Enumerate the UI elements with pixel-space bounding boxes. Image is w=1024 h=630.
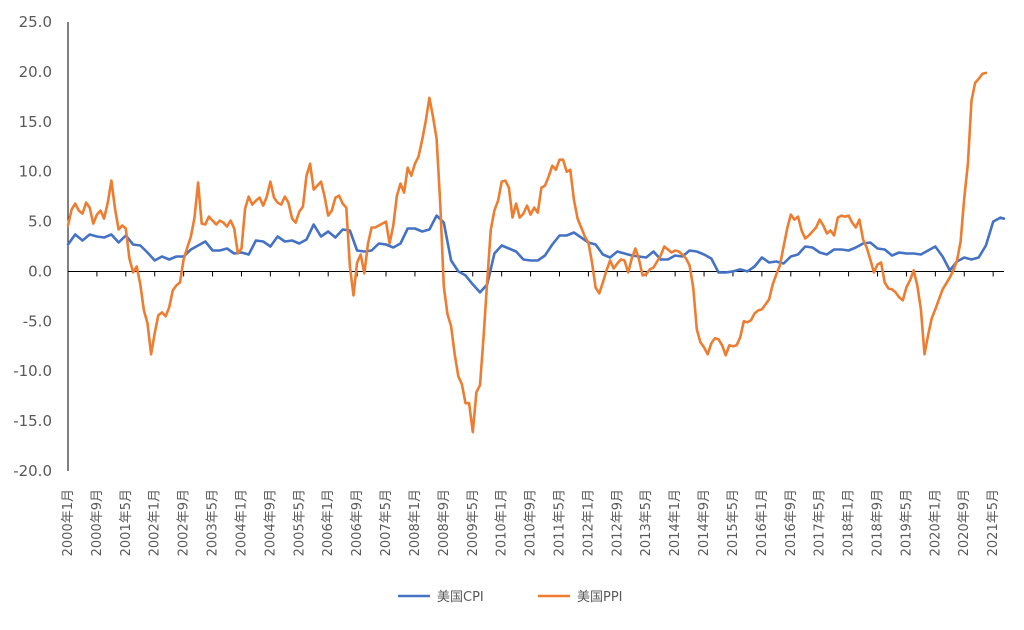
legend: 美国CPI 美国PPI (398, 590, 623, 605)
legend-label-ppi: 美国PPI (577, 590, 623, 605)
x-tick-label: 2017年5月 (813, 489, 828, 556)
x-tick-label: 2002年9月 (177, 489, 192, 556)
x-tick-label: 2006年1月 (321, 489, 336, 556)
x-axis-tick-marks (67, 271, 994, 277)
x-tick-label: 2007年5月 (379, 489, 394, 556)
x-tick-label: 2000年9月 (90, 489, 105, 556)
y-tick-label: 15.0 (19, 113, 52, 131)
x-tick-label: 2012年9月 (610, 489, 625, 556)
x-tick-label: 2021年5月 (986, 489, 1001, 556)
x-tick-label: 2011年5月 (552, 489, 567, 556)
x-tick-label: 2010年9月 (524, 489, 539, 556)
x-tick-label: 2020年9月 (957, 489, 972, 556)
y-tick-label: -15.0 (13, 412, 52, 430)
series-line-cpi (66, 214, 1006, 294)
x-tick-label: 2003年5月 (206, 489, 221, 556)
y-tick-label: -20.0 (13, 462, 52, 480)
x-tick-label: 2002年1月 (148, 489, 163, 556)
x-tick-label: 2016年1月 (755, 489, 770, 556)
x-tick-label: 2016年9月 (784, 489, 799, 556)
x-tick-label: 2009年5月 (466, 489, 481, 556)
x-tick-label: 2004年9月 (263, 489, 278, 556)
x-tick-label: 2012年1月 (581, 489, 596, 556)
x-tick-label: 2019年5月 (899, 489, 914, 556)
legend-item-cpi: 美国CPI (398, 590, 484, 605)
x-axis-tick-labels: 2000年1月 2000年9月 2001年5月 2002年1月 2002年9月 2003年… (61, 489, 1001, 556)
x-tick-label: 2008年9月 (437, 489, 452, 556)
x-tick-label: 2018年1月 (842, 489, 857, 556)
x-tick-label: 2014年9月 (697, 489, 712, 556)
x-tick-label: 2004年1月 (234, 489, 249, 556)
y-axis-ticks: 25.0 20.0 15.0 10.0 5.0 0.0 -5.0 -10.0 -15.0 -20.… (13, 13, 52, 480)
y-tick-label: 5.0 (28, 213, 52, 231)
x-tick-label: 2010年1月 (495, 489, 510, 556)
x-tick-label: 2008年1月 (408, 489, 423, 556)
x-tick-label: 2000年1月 (61, 489, 76, 556)
x-tick-label: 2013年5月 (639, 489, 654, 556)
y-tick-label: 20.0 (19, 63, 52, 81)
legend-label-cpi: 美国CPI (437, 590, 484, 605)
x-tick-label: 2006年9月 (350, 489, 365, 556)
x-tick-label: 2020年1月 (928, 489, 943, 556)
x-tick-label: 2018年9月 (871, 489, 886, 556)
y-tick-label: 0.0 (28, 262, 52, 280)
y-tick-label: -10.0 (13, 362, 52, 380)
y-tick-label: -5.0 (23, 312, 52, 330)
legend-item-ppi: 美国PPI (538, 590, 623, 605)
series-layer (66, 71, 1006, 434)
y-tick-label: 25.0 (19, 13, 52, 31)
x-tick-label: 2014年1月 (668, 489, 683, 556)
x-tick-label: 2001年5月 (119, 489, 134, 556)
series-line-ppi (66, 71, 988, 434)
y-tick-label: 10.0 (19, 163, 52, 181)
x-tick-label: 2005年5月 (292, 489, 307, 556)
x-tick-label: 2015年5月 (726, 489, 741, 556)
